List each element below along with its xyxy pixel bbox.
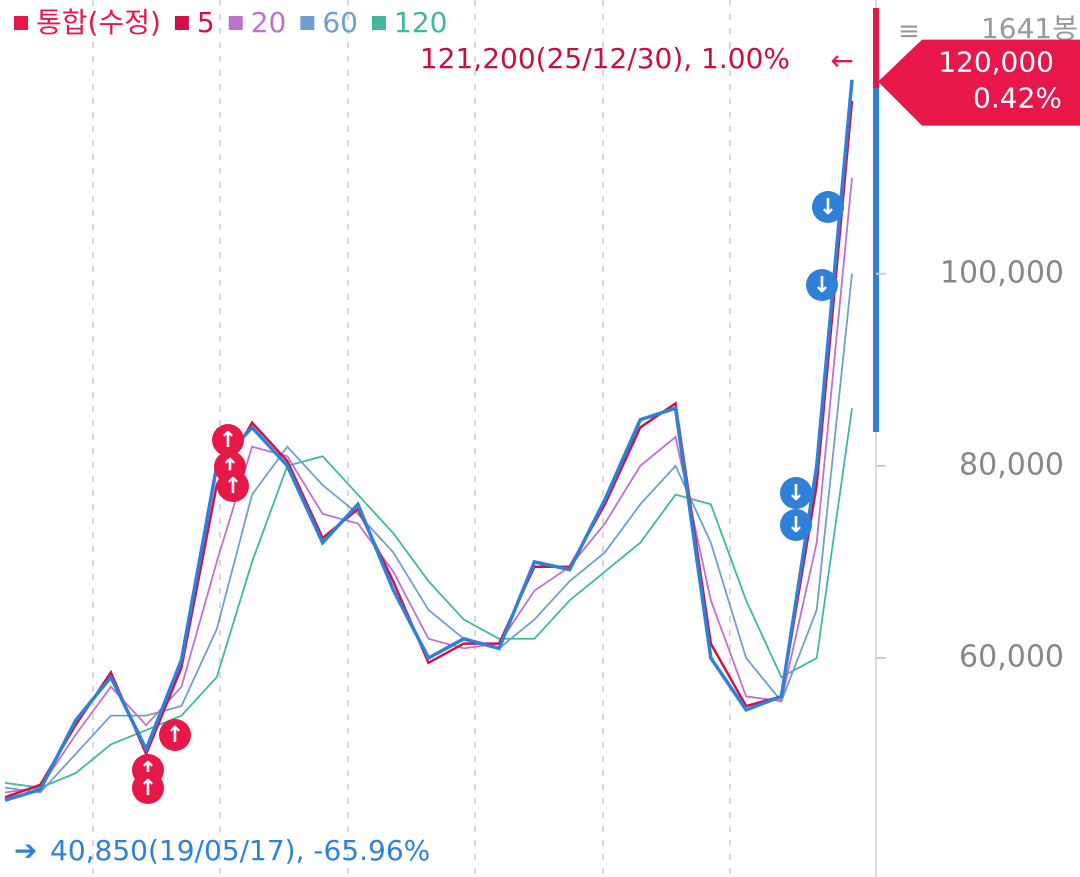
legend-swatch: [14, 16, 28, 30]
svg-text:↑: ↑: [219, 428, 237, 453]
legend-label: 통합(수정): [36, 6, 161, 39]
max-annotation: 121,200(25/12/30), 1.00%: [420, 42, 790, 75]
min-arrow: ➔: [14, 834, 37, 867]
svg-text:↓: ↓: [819, 195, 837, 220]
legend-swatch: [300, 16, 315, 30]
max-arrow: ←: [830, 44, 853, 77]
legend-swatch: [174, 16, 189, 30]
current-change: 0.42%: [973, 82, 1062, 115]
svg-text:↓: ↓: [787, 481, 805, 506]
series-line: [4, 273, 853, 794]
legend-label: 120: [394, 6, 447, 39]
legend: 통합(수정) 5 20 60 120: [14, 6, 447, 39]
svg-text:↓: ↓: [813, 273, 831, 298]
series-line: [4, 408, 853, 789]
series-line: [4, 100, 854, 799]
plot: [4, 79, 854, 802]
svg-text:↑: ↑: [139, 776, 157, 801]
series-line: [4, 79, 854, 802]
y-tick-label: 100,000: [940, 255, 1064, 290]
y-tick-label: 80,000: [959, 447, 1064, 482]
legend-swatch: [228, 16, 243, 30]
signals: ↑ ↑ ↑ ↑ ↑ ↑ ↓ ↓ ↓ ↓: [132, 191, 844, 804]
svg-text:↑: ↑: [224, 474, 242, 499]
price-tag-shape: [878, 39, 1080, 126]
svg-text:↑: ↑: [166, 723, 184, 748]
min-annotation: 40,850(19/05/17), -65.96%: [50, 834, 430, 867]
series-line: [4, 177, 853, 794]
menu-icon: ≡: [898, 17, 920, 47]
svg-text:↓: ↓: [787, 513, 805, 538]
legend-swatch: [372, 16, 386, 30]
y-tick-label: 60,000: [959, 639, 1064, 674]
range-bar: [873, 8, 879, 88]
current-price: 120,000: [938, 46, 1054, 79]
bar-count: 1641봉: [981, 12, 1078, 45]
legend-label: 60: [322, 6, 358, 39]
legend-label: 5: [197, 6, 215, 39]
range-bar: [873, 88, 879, 432]
legend-label: 20: [251, 6, 287, 39]
